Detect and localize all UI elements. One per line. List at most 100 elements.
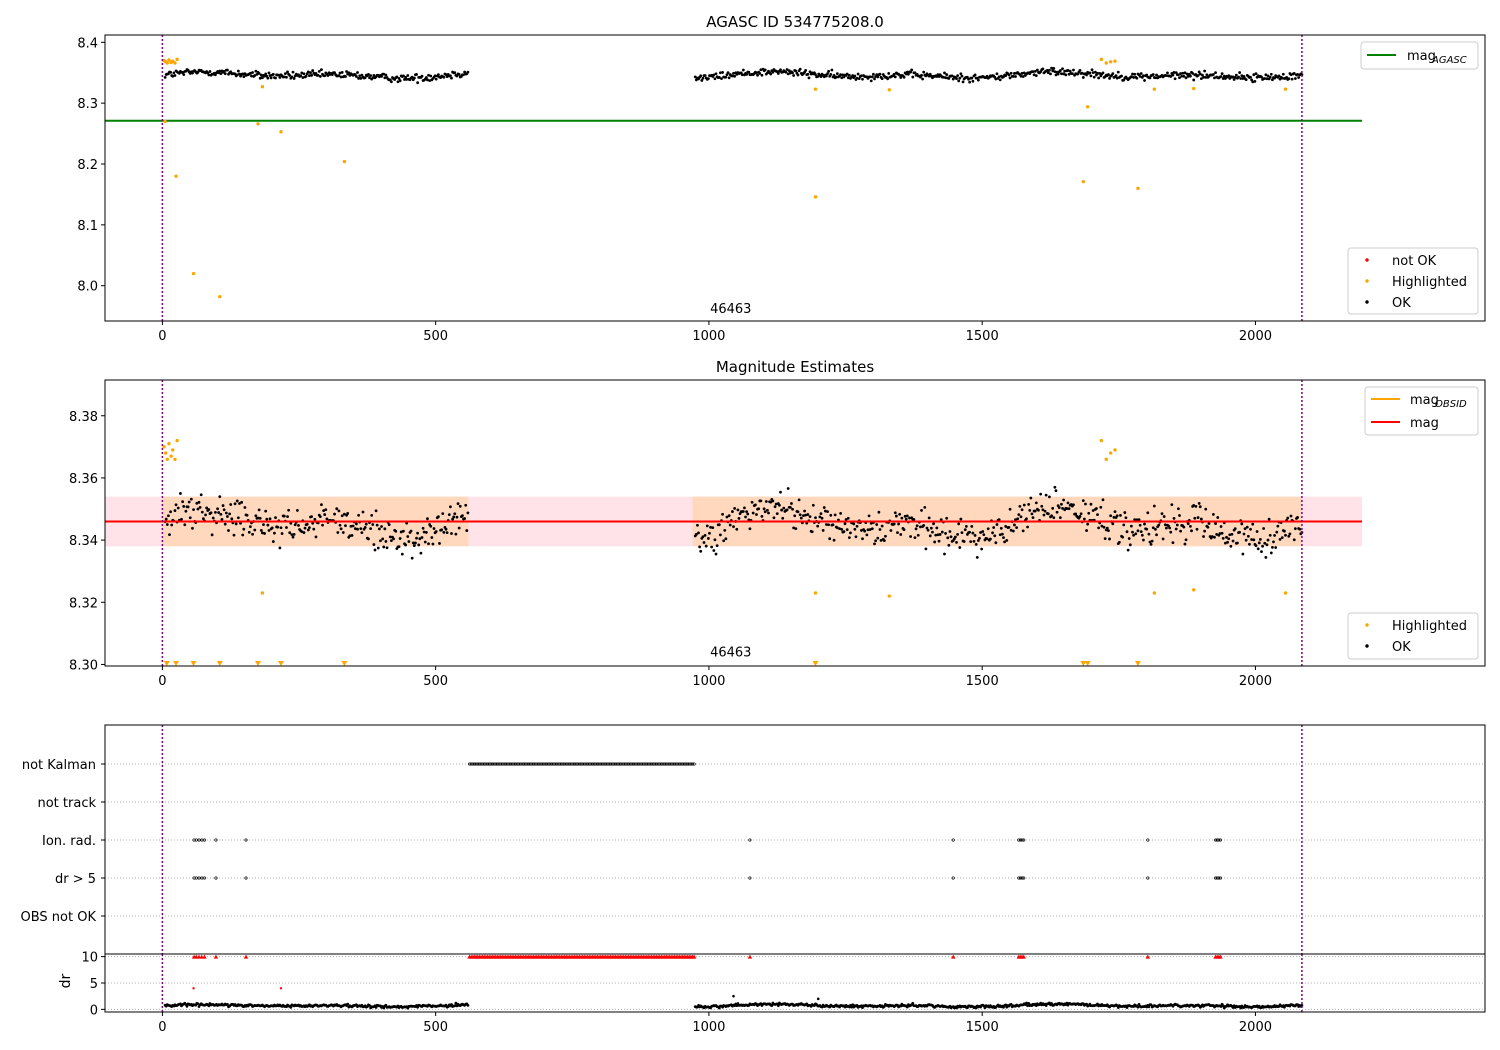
mag-est-ok-point (1179, 529, 1182, 533)
mag-est-ok-point (902, 528, 906, 531)
agasc-ok-point (1227, 74, 1231, 78)
agasc-ok-point (958, 76, 962, 80)
flag-marker (476, 762, 480, 766)
mag-est-ok-point (394, 529, 398, 533)
flag-marker (658, 762, 662, 766)
mag-est-ok-point (221, 504, 225, 507)
mag-est-ok-point (1005, 538, 1009, 542)
agasc-ok-point (756, 73, 759, 77)
agasc-ok-point (911, 75, 915, 79)
agasc-ok-point (956, 74, 959, 78)
mag-est-ok-point (744, 515, 747, 519)
mag-est-ok-point (1296, 516, 1299, 519)
flag-marker (490, 762, 495, 766)
agasc-ok-point (344, 75, 347, 78)
agasc-ok-point (1056, 72, 1060, 76)
mag-est-ok-point (995, 523, 999, 526)
mag-est-ok-point (273, 531, 276, 535)
mag-est-ok-point (464, 503, 468, 507)
agasc-ok-point (856, 72, 860, 76)
mag-est-ok-point (209, 511, 213, 515)
mag-est-ok-point (1043, 509, 1047, 513)
mag-est-ok-point (724, 537, 728, 541)
agasc-ok-point (1213, 76, 1216, 80)
mag-est-ok-point (1107, 529, 1110, 532)
mag-est-ok-point (755, 513, 758, 516)
mag-est-ok-point (944, 532, 947, 535)
flag-marker (692, 762, 696, 766)
agasc-ok-point (259, 73, 263, 77)
mag-est-ok-point (421, 526, 425, 530)
agasc-ok-point (944, 76, 947, 80)
agasc-ok-point (363, 76, 367, 80)
mag-est-ok-point (429, 524, 433, 528)
flag-marker (484, 762, 488, 766)
mag-est-ok-point (308, 526, 311, 530)
mag-est-ok-point (1099, 505, 1103, 509)
mag-est-ok-point (451, 517, 454, 521)
mag-est-ok-point (333, 512, 336, 516)
flag-marker (487, 762, 491, 766)
mag-est-ok-point (320, 503, 323, 507)
agasc-y-tick-label: 8.4 (77, 36, 98, 51)
mag-est-ok-point (338, 523, 342, 527)
mag-est-ok-point (1245, 525, 1249, 529)
agasc-ok-point (1198, 72, 1202, 76)
agasc-ok-point (1020, 71, 1024, 75)
dr-ok-point (1147, 1005, 1151, 1009)
dr-ok-point (368, 1004, 371, 1007)
flag-marker (481, 762, 485, 766)
mag-est-ok-point (305, 522, 309, 526)
flag-marker (1215, 876, 1219, 880)
mag-est-ok-point (166, 514, 170, 518)
mag-est-ok-point (1189, 524, 1192, 528)
mag-est-ok-point (257, 508, 261, 512)
mag-est-ok-point (1254, 544, 1258, 547)
mag-est-ok-point (779, 490, 782, 494)
flag-marker (531, 762, 536, 766)
agasc-ok-point (1253, 79, 1257, 83)
mag-est-ok-point (1020, 508, 1024, 512)
mag-est-ok-point (183, 523, 187, 527)
mag-est-ok-point (1236, 541, 1239, 545)
agasc-ok-point (779, 68, 782, 72)
flag-marker (504, 762, 508, 766)
mag-est-ok-point (341, 531, 345, 534)
mag-est-ok-point (884, 534, 887, 538)
flag-marker (510, 762, 514, 766)
mag-est-ok-point (899, 533, 903, 536)
mag-est-ok-point (210, 533, 214, 537)
mag-est-ok-point (223, 522, 227, 526)
mag-est-ok-point (1256, 547, 1260, 551)
mag-est-ok-point (289, 521, 293, 525)
agasc-highlighted-point (256, 122, 260, 126)
flag-marker (202, 838, 207, 842)
mag-est-ok-point (694, 532, 698, 536)
agasc-ok-point (292, 77, 296, 80)
mag-est-off-scale-marker (216, 661, 223, 666)
agasc-ok-point (1097, 76, 1100, 80)
mag-est-ok-point (1095, 507, 1098, 510)
agasc-ok-point (269, 76, 273, 80)
mag-est-ok-point (1198, 505, 1202, 509)
flag-marker (597, 762, 601, 766)
agasc-legend-marker-swatch (1365, 279, 1369, 283)
mag-est-ok-point (1019, 515, 1023, 519)
mag-est-ok-point (181, 500, 185, 504)
agasc-highlighted-point (1081, 179, 1085, 184)
mag-est-ok-point (1287, 534, 1291, 538)
mag-est-ok-point (1013, 523, 1016, 527)
agasc-ok-point (941, 75, 945, 79)
agasc-ok-point (300, 71, 304, 75)
mag-est-ok-point (731, 510, 734, 513)
mag-est-ok-point (978, 536, 981, 540)
agasc-ok-point (967, 77, 970, 81)
agasc-ok-point (700, 79, 704, 82)
agasc-ok-point (291, 70, 295, 74)
agasc-ok-point (1197, 70, 1201, 74)
mag-est-ok-point (321, 523, 324, 527)
mag-est-ok-point (199, 493, 203, 497)
mag-est-ok-point (937, 539, 941, 543)
mag-est-ok-point (364, 522, 368, 526)
mag-est-ok-point (1140, 533, 1144, 537)
